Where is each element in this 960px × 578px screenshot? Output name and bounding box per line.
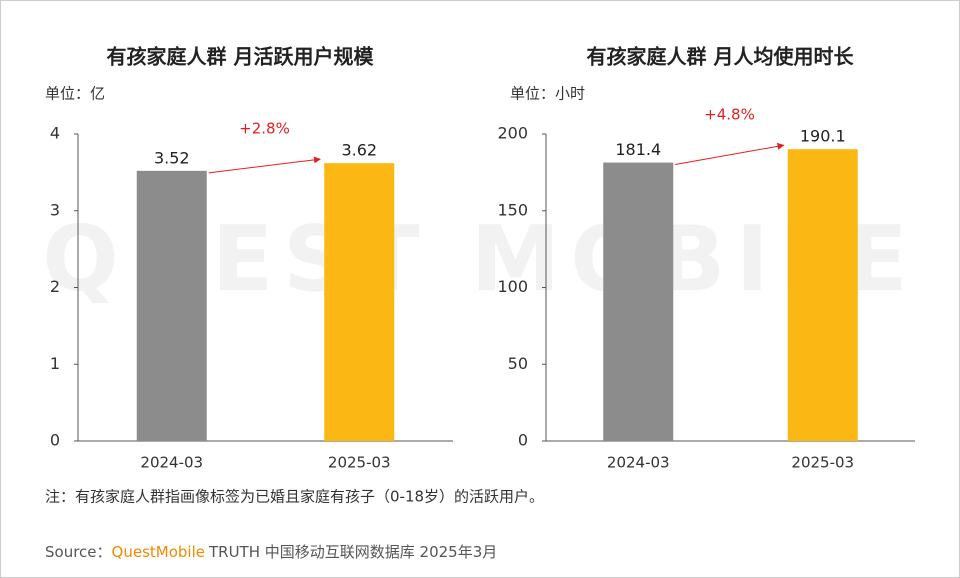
growth-annotation: +4.8% bbox=[704, 106, 755, 124]
bar bbox=[787, 149, 858, 441]
data-label: 181.4 bbox=[615, 140, 661, 159]
bar bbox=[136, 170, 207, 441]
y-tick-label: 3 bbox=[50, 200, 60, 219]
growth-annotation: +2.8% bbox=[239, 120, 290, 138]
source-label: Source： bbox=[45, 543, 112, 561]
bar bbox=[324, 163, 395, 442]
chart-title: 有孩家庭人群 月人均使用时长 bbox=[587, 45, 855, 69]
bar bbox=[603, 162, 674, 441]
y-tick-label: 1 bbox=[50, 354, 60, 373]
y-tick-label: 100 bbox=[497, 277, 528, 296]
y-tick-label: 4 bbox=[50, 124, 60, 143]
source-brand: QuestMobile bbox=[112, 543, 205, 561]
y-tick-label: 150 bbox=[497, 200, 528, 219]
data-label: 3.62 bbox=[341, 141, 377, 160]
y-tick-label: 0 bbox=[50, 431, 60, 450]
y-tick-label: 2 bbox=[50, 277, 60, 296]
source: Source：QuestMobile TRUTH 中国移动互联网数据库 2025年… bbox=[45, 543, 497, 561]
y-tick-label: 0 bbox=[518, 431, 528, 450]
data-label: 190.1 bbox=[800, 127, 846, 146]
growth-arrow bbox=[675, 142, 785, 166]
chart-title: 有孩家庭人群 月活跃用户规模 bbox=[107, 45, 375, 69]
source-text: TRUTH 中国移动互联网数据库 2025年3月 bbox=[208, 543, 497, 561]
growth-arrow bbox=[208, 156, 321, 174]
x-tick-label: 2024-03 bbox=[140, 454, 203, 472]
note: 注：有孩家庭人群指画像标签为已婚且家庭有孩子（0-18岁）的活跃用户。 bbox=[45, 488, 544, 506]
x-tick-label: 2025-03 bbox=[328, 454, 391, 472]
unit-label: 单位：亿 bbox=[45, 85, 105, 103]
y-tick-label: 200 bbox=[497, 124, 528, 143]
y-tick-label: 50 bbox=[508, 354, 528, 373]
x-tick-label: 2024-03 bbox=[607, 454, 670, 472]
unit-label: 单位：小时 bbox=[510, 85, 585, 103]
x-tick-label: 2025-03 bbox=[791, 454, 854, 472]
data-label: 3.52 bbox=[154, 148, 190, 167]
